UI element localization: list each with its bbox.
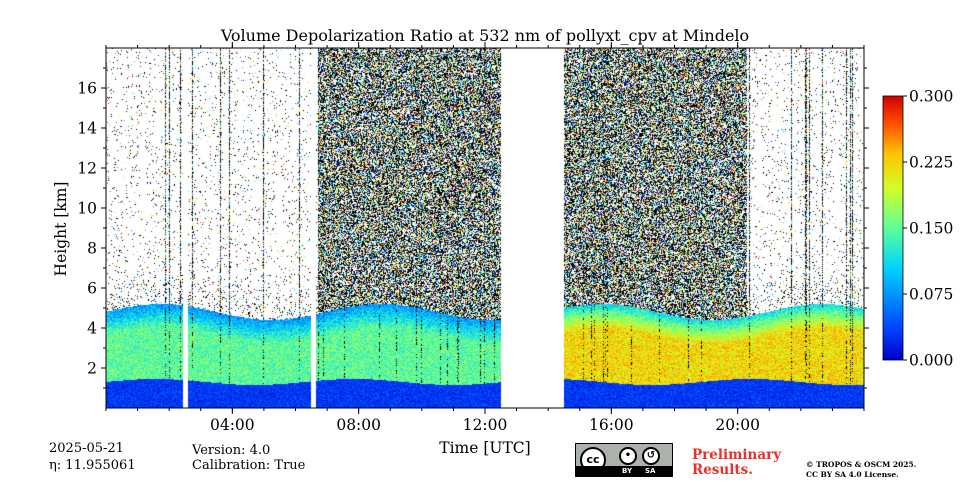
y-axis-ticks: 2 4 6 8 10 12 14 16 xyxy=(77,67,869,389)
colorbar xyxy=(882,95,904,361)
info-version: Version: 4.0 xyxy=(192,443,271,458)
x-tick-label-2: 12:00 xyxy=(463,416,508,434)
copyright-notice: © TROPOS & OSCM 2025. CC BY SA 4.0 Licen… xyxy=(806,460,916,480)
preliminary-line2: Results. xyxy=(692,462,753,478)
y-tick-label-5: 12 xyxy=(77,160,97,178)
colorbar-ticks: 0.000 0.075 0.150 0.225 0.300 xyxy=(903,88,953,370)
y-tick-label-6: 14 xyxy=(77,120,97,138)
colorbar-tick-label-1: 0.075 xyxy=(909,286,953,304)
chart-title: Volume Depolarization Ratio at 532 nm of… xyxy=(220,26,749,45)
x-axis-ticks: 04:00 08:00 12:00 16:00 20:00 xyxy=(105,42,865,434)
info-date: 2025-05-21 xyxy=(49,441,124,456)
cc-by-label: BY xyxy=(622,467,633,475)
colorbar-tick-label-3: 0.225 xyxy=(909,154,953,172)
preliminary-results: Preliminary Results. xyxy=(692,448,781,478)
info-calibration: Calibration: True xyxy=(192,458,306,473)
y-axis-label: Height [km] xyxy=(52,182,70,277)
x-axis-label: Time [UTC] xyxy=(439,439,530,457)
cc-strip xyxy=(576,466,672,476)
preliminary-line1: Preliminary xyxy=(692,447,782,463)
info-eta: η: 11.955061 xyxy=(49,458,136,473)
colorbar-tick-label-2: 0.150 xyxy=(909,220,953,238)
cc-license-badge: cc • ↺ BY SA xyxy=(575,443,673,477)
x-tick-label-0: 04:00 xyxy=(210,416,255,434)
x-tick-label-3: 16:00 xyxy=(589,416,634,434)
y-tick-label-2: 6 xyxy=(87,280,97,298)
copyright-line1: © TROPOS & OSCM 2025. xyxy=(806,460,917,469)
cc-sa-label: SA xyxy=(645,467,656,475)
colorbar-tick-label-0: 0.000 xyxy=(909,352,953,370)
colorbar-tick-label-4: 0.300 xyxy=(909,88,953,106)
y-tick-label-3: 8 xyxy=(87,240,97,258)
y-tick-label-7: 16 xyxy=(77,80,97,98)
x-tick-label-1: 08:00 xyxy=(336,416,381,434)
share-alike-icon: ↺ xyxy=(642,447,660,465)
depolarization-heatmap xyxy=(106,48,864,408)
x-tick-label-4: 20:00 xyxy=(715,416,760,434)
attribution-icon: • xyxy=(619,447,637,465)
copyright-line2: CC BY SA 4.0 License. xyxy=(806,470,899,479)
y-tick-label-1: 4 xyxy=(87,320,97,338)
y-tick-label-0: 2 xyxy=(87,360,97,378)
y-tick-label-4: 10 xyxy=(77,200,97,218)
